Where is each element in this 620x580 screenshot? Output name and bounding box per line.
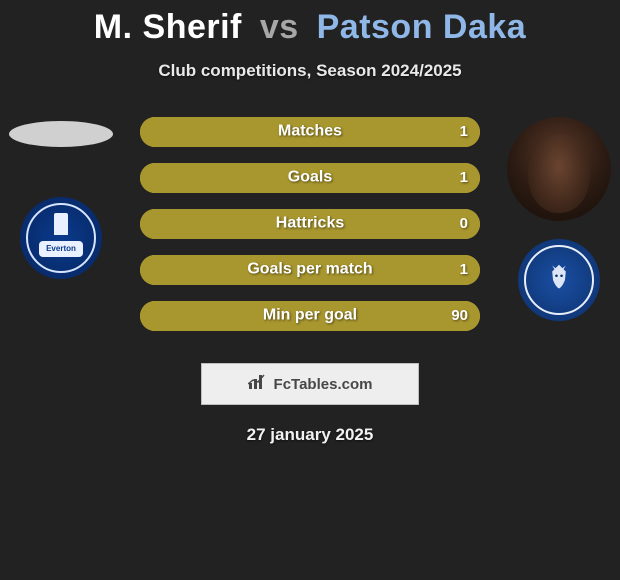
stat-bar: Goals per match 1 — [140, 255, 480, 285]
stat-bar: Goals 1 — [140, 163, 480, 193]
stat-label: Goals per match — [247, 261, 372, 279]
brand-box: FcTables.com — [201, 363, 419, 405]
comparison-card: M. Sherif vs Patson Daka Club competitio… — [0, 8, 620, 580]
title-vs: vs — [260, 8, 299, 46]
stat-label: Matches — [278, 123, 342, 141]
right-player-column — [504, 117, 614, 357]
stat-bar: Hattricks 0 — [140, 209, 480, 239]
stat-bars: Matches 1 Goals 1 Hattricks 0 Goals per match 1… — [140, 117, 480, 347]
player1-club-badge: Everton — [20, 197, 102, 279]
title-player1: M. Sherif — [94, 8, 242, 46]
stat-value-right: 1 — [460, 123, 468, 140]
player1-photo-placeholder — [9, 121, 113, 147]
subtitle: Club competitions, Season 2024/2025 — [0, 61, 620, 81]
title-player2: Patson Daka — [317, 8, 527, 46]
player2-photo — [507, 117, 611, 221]
stat-value-right: 90 — [451, 307, 468, 324]
left-player-column: Everton — [6, 117, 116, 357]
stat-label: Min per goal — [263, 307, 357, 325]
page-title: M. Sherif vs Patson Daka — [0, 8, 620, 47]
everton-tower-icon — [54, 213, 68, 235]
everton-ribbon: Everton — [39, 241, 83, 257]
date-line: 27 january 2025 — [0, 425, 620, 445]
stat-bar-left-fill — [140, 163, 293, 193]
player2-club-badge — [518, 239, 600, 321]
brand-text: FcTables.com — [274, 376, 373, 393]
chart-icon — [248, 374, 266, 394]
stat-bar: Min per goal 90 — [140, 301, 480, 331]
stat-value-right: 0 — [460, 215, 468, 232]
stat-bar: Matches 1 — [140, 117, 480, 147]
stat-value-right: 1 — [460, 261, 468, 278]
content-area: Everton Matches 1 Goals 1 Hattricks 0 Goals pe… — [0, 117, 620, 347]
stat-value-right: 1 — [460, 169, 468, 186]
stat-label: Goals — [288, 169, 332, 187]
stat-label: Hattricks — [276, 215, 344, 233]
leicester-fox-icon — [542, 261, 576, 295]
stat-bar-left-fill — [140, 117, 293, 147]
